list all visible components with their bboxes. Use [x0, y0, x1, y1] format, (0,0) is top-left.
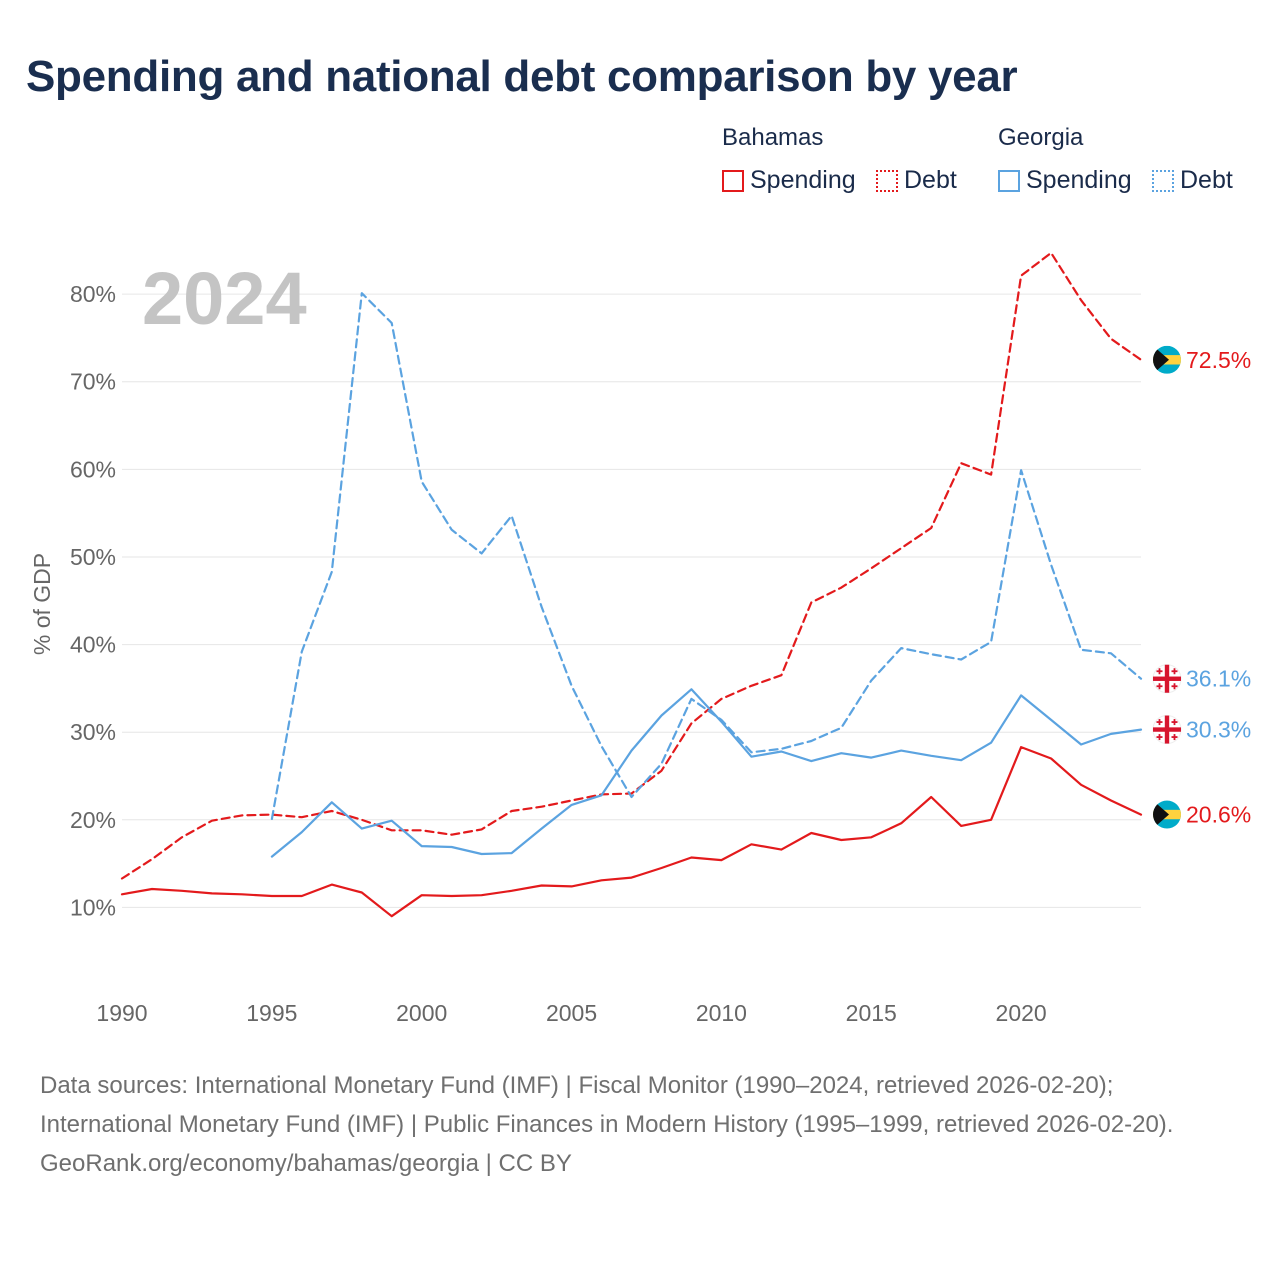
series-line-bahamas-spending[interactable]	[120, 745, 1143, 918]
legend-label: Spending	[1026, 166, 1132, 194]
series-line-georgia-spending[interactable]	[270, 688, 1143, 858]
data-sources: Data sources: International Monetary Fun…	[40, 1066, 1240, 1183]
grid-lines	[122, 293, 1141, 908]
attribution-link[interactable]: GeoRank.org/economy/bahamas/georgia | CC…	[40, 1150, 572, 1177]
sources-text: Data sources: International Monetary Fun…	[40, 1072, 1174, 1138]
x-tick-label: 2015	[846, 1000, 897, 1026]
series-lines	[120, 251, 1143, 918]
y-tick-label: 70%	[70, 369, 116, 395]
bahamas-flag-icon	[1153, 345, 1181, 374]
legend-item-bahamas-debt[interactable]: Debt	[876, 166, 957, 195]
legend-group-georgia: Georgia	[998, 124, 1084, 151]
legend-label: Spending	[750, 166, 856, 194]
y-axis-label: % of GDP	[29, 553, 55, 655]
legend-label: Debt	[904, 166, 957, 194]
end-value-label: 72.5%	[1186, 347, 1251, 373]
legend-swatch-georgia-spending	[998, 169, 1020, 192]
legend-swatch-bahamas-spending	[722, 169, 744, 192]
x-tick-label: 2005	[546, 1000, 597, 1026]
x-tick-label: 2010	[696, 1000, 747, 1026]
y-tick-labels: 10% 20% 30% 40% 50% 60% 70% 80%	[70, 281, 116, 920]
y-tick-label: 50%	[70, 544, 116, 570]
end-value-label: 30.3%	[1186, 717, 1251, 743]
legend-group-bahamas: Bahamas	[722, 124, 824, 151]
x-tick-label: 1990	[96, 1000, 147, 1026]
y-tick-label: 20%	[70, 807, 116, 833]
y-tick-label: 40%	[70, 632, 116, 658]
georgia-flag-icon	[1152, 664, 1182, 694]
end-markers: 20.6% 72.5% 30.3% 36.1%	[1152, 345, 1251, 829]
x-tick-label: 2000	[396, 1000, 447, 1026]
legend-item-bahamas-spending[interactable]: Spending	[722, 166, 856, 195]
x-tick-label: 2020	[996, 1000, 1047, 1026]
legend-label: Debt	[1180, 166, 1233, 194]
chart-area: 2024 % of GDP 10% 20% 30% 40% 50% 60% 70% 80% 1…	[29, 251, 1251, 1026]
end-value-label: 20.6%	[1186, 802, 1251, 828]
x-tick-labels: 1990 1995 2000 2005 2010 2015 2020	[96, 1000, 1046, 1026]
y-tick-label: 30%	[70, 719, 116, 745]
legend-swatch-georgia-debt	[1152, 169, 1174, 192]
georgia-flag-icon	[1152, 715, 1182, 745]
y-tick-label: 60%	[70, 456, 116, 482]
legend-item-georgia-debt[interactable]: Debt	[1152, 166, 1233, 195]
year-watermark: 2024	[142, 257, 307, 340]
legend-item-georgia-spending[interactable]: Spending	[998, 166, 1132, 195]
chart-title: Spending and national debt comparison by…	[26, 52, 1018, 101]
x-tick-label: 1995	[246, 1000, 297, 1026]
series-line-georgia-debt[interactable]	[270, 292, 1143, 821]
y-tick-label: 10%	[70, 894, 116, 920]
y-tick-label: 80%	[70, 281, 116, 307]
legend-swatch-bahamas-debt	[876, 169, 898, 192]
end-value-label: 36.1%	[1186, 666, 1251, 692]
series-line-bahamas-debt[interactable]	[120, 251, 1143, 880]
bahamas-flag-icon	[1153, 800, 1181, 829]
